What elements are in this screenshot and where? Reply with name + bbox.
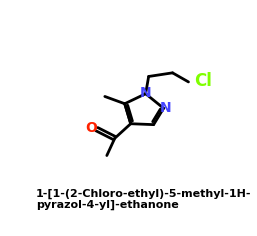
Text: Cl: Cl xyxy=(195,72,212,90)
Text: 1-[1-(2-Chloro-ethyl)-5-methyl-1H-: 1-[1-(2-Chloro-ethyl)-5-methyl-1H- xyxy=(36,189,252,199)
Text: O: O xyxy=(85,121,97,135)
Text: N: N xyxy=(140,86,151,100)
Text: pyrazol-4-yl]-ethanone: pyrazol-4-yl]-ethanone xyxy=(36,200,179,210)
Text: N: N xyxy=(159,101,171,115)
